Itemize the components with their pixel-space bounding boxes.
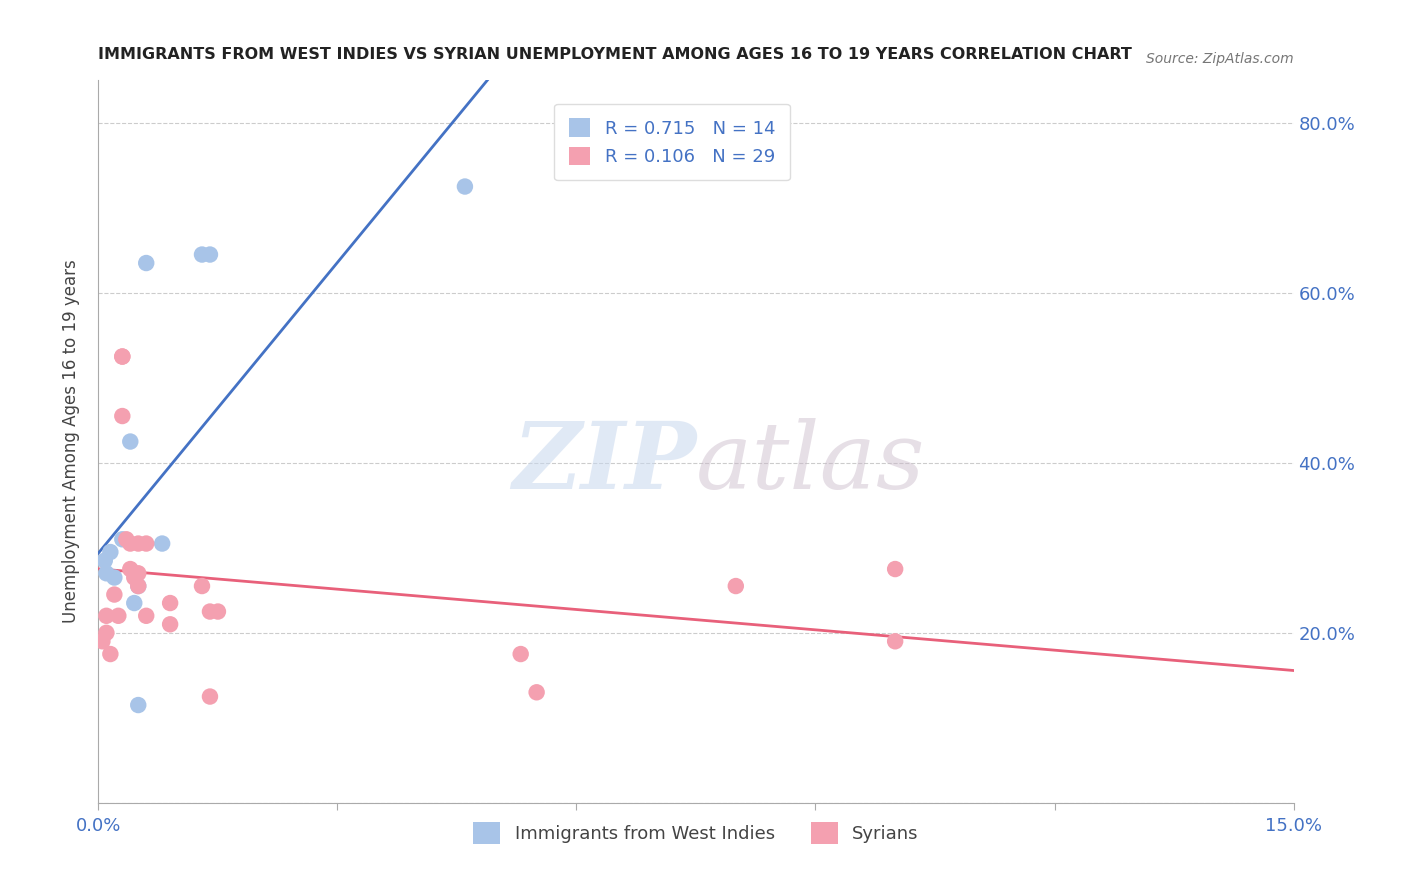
Point <box>884 562 907 576</box>
Point <box>198 605 221 619</box>
Point <box>191 579 214 593</box>
Point <box>107 608 129 623</box>
Point <box>120 536 142 550</box>
Point <box>96 625 118 640</box>
Text: Source: ZipAtlas.com: Source: ZipAtlas.com <box>1146 52 1294 66</box>
Point <box>127 566 149 581</box>
Point <box>124 596 146 610</box>
Point <box>120 562 142 576</box>
Point <box>127 579 149 593</box>
Point <box>96 608 118 623</box>
Point <box>127 536 149 550</box>
Point <box>207 605 229 619</box>
Point <box>127 698 149 712</box>
Point <box>111 350 134 364</box>
Point <box>135 536 157 550</box>
Point <box>103 570 125 584</box>
Point <box>96 566 118 581</box>
Legend: Immigrants from West Indies, Syrians: Immigrants from West Indies, Syrians <box>465 815 927 852</box>
Text: atlas: atlas <box>696 418 925 508</box>
Point <box>159 617 181 632</box>
Point <box>98 647 122 661</box>
Point <box>115 533 138 547</box>
Point <box>111 409 134 423</box>
Point <box>198 690 221 704</box>
Point <box>124 570 146 584</box>
Point <box>191 247 214 261</box>
Text: IMMIGRANTS FROM WEST INDIES VS SYRIAN UNEMPLOYMENT AMONG AGES 16 TO 19 YEARS COR: IMMIGRANTS FROM WEST INDIES VS SYRIAN UN… <box>98 47 1132 62</box>
Point <box>98 545 122 559</box>
Point <box>884 634 907 648</box>
Point <box>127 579 149 593</box>
Point <box>135 256 157 270</box>
Text: ZIP: ZIP <box>512 418 696 508</box>
Point <box>509 647 531 661</box>
Y-axis label: Unemployment Among Ages 16 to 19 years: Unemployment Among Ages 16 to 19 years <box>62 260 80 624</box>
Point <box>454 179 477 194</box>
Point <box>150 536 173 550</box>
Point <box>94 553 117 567</box>
Point <box>91 634 114 648</box>
Point <box>103 588 125 602</box>
Point <box>135 608 157 623</box>
Point <box>159 596 181 610</box>
Point <box>198 247 221 261</box>
Point <box>111 350 134 364</box>
Point <box>111 533 134 547</box>
Point <box>526 685 548 699</box>
Point <box>120 434 142 449</box>
Point <box>724 579 747 593</box>
